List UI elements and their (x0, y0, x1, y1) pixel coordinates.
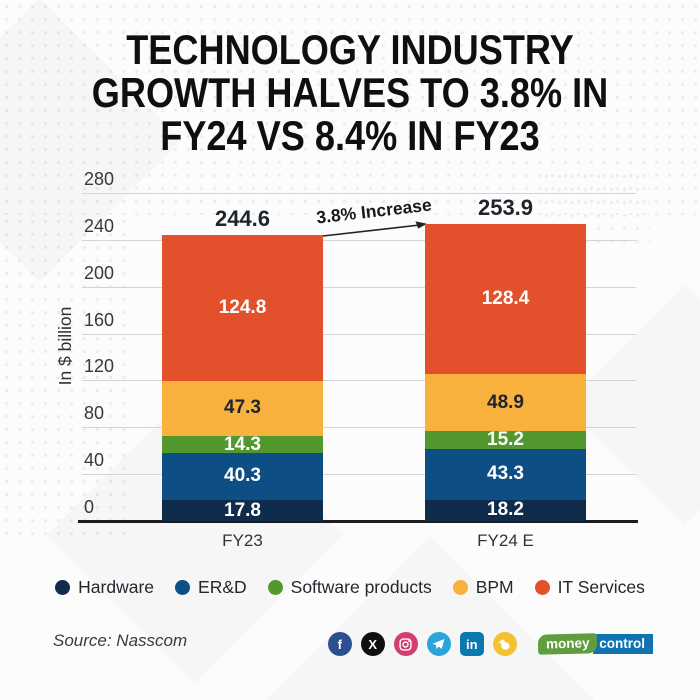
bar-segment-software-products: 15.2 (425, 429, 586, 451)
segment-value-label: 128.4 (481, 287, 530, 309)
gridline-200 (82, 286, 636, 288)
telegram-icon[interactable] (426, 632, 451, 656)
instagram-icon[interactable] (393, 632, 418, 656)
segment-value-label: 14.3 (224, 433, 261, 455)
gridline-240 (82, 239, 636, 241)
y-axis-tick-label: 80 (84, 403, 105, 424)
telegram-glyph (432, 638, 445, 649)
segment-value-label: 18.2 (487, 499, 524, 521)
page-title: TECHNOLOGY INDUSTRY GROWTH HALVES TO 3.8… (49, 28, 651, 157)
y-axis-tick-label: 160 (84, 309, 115, 330)
y-axis-tick-label: 40 (84, 450, 105, 471)
dot-pattern (0, 215, 130, 545)
legend-label: BPM (475, 577, 514, 597)
increase-arrow (322, 221, 427, 237)
moneycontrol-logo-money: money (537, 633, 597, 655)
legend-item-it-services: IT Services (534, 577, 645, 598)
x-axis-category-label: FY24 E (477, 531, 534, 550)
legend-swatch (55, 580, 71, 595)
x-icon[interactable]: X (360, 632, 385, 656)
bar-segment-software-products: 14.3 (162, 433, 323, 455)
instagram-glyph (399, 637, 412, 651)
legend-swatch (534, 580, 550, 595)
gridline-80 (82, 427, 636, 429)
gridline-120 (82, 380, 636, 382)
y-axis-tick-label: 200 (84, 262, 115, 283)
y-axis-tick-label: 240 (84, 215, 115, 236)
y-axis-tick-label: 120 (84, 356, 115, 377)
legend-item-hardware: Hardware (55, 577, 154, 598)
gridline-40 (82, 474, 636, 476)
bar-total-label: 244.6 (214, 205, 271, 231)
social-links: f X in money control (327, 632, 653, 656)
bar-segment-er-d: 40.3 (162, 452, 323, 501)
segment-value-label: 40.3 (224, 465, 261, 487)
legend-item-software-products: Software products (267, 577, 432, 598)
linkedin-glyph: in (465, 636, 478, 652)
legend-label: IT Services (557, 577, 645, 597)
legend-label: ER&D (198, 577, 247, 597)
gridline-160 (82, 333, 636, 335)
bar-segment-hardware: 18.2 (425, 499, 586, 521)
segment-value-label: 17.8 (224, 499, 261, 521)
y-axis-tick-label: 0 (84, 497, 95, 517)
chart-legend: Hardware ER&D Software products BPM IT Servi… (0, 577, 700, 598)
title-line-1: TECHNOLOGY INDUSTRY (126, 26, 574, 73)
moneycontrol-logo-control: control (593, 634, 653, 654)
facebook-icon[interactable]: f (327, 632, 352, 656)
segment-value-label: 15.2 (487, 429, 524, 451)
bar-segment-er-d: 43.3 (425, 449, 586, 500)
legend-swatch (452, 580, 468, 595)
bar-segment-it-services: 128.4 (425, 223, 586, 374)
y-axis-title: In $ billion (55, 306, 75, 386)
segment-value-label: 124.8 (218, 296, 267, 318)
bar-segment-it-services: 124.8 (162, 234, 323, 381)
dot-pattern (0, 0, 700, 215)
bar-segment-bpm: 48.9 (425, 373, 586, 432)
x-axis-category-label: FY23 (222, 531, 263, 550)
legend-label: Hardware (78, 577, 155, 597)
gridline-280 (82, 193, 636, 194)
legend-swatch (267, 580, 283, 595)
linkedin-icon[interactable]: in (459, 632, 484, 656)
koo-icon[interactable] (492, 632, 517, 656)
bar-segment-bpm: 47.3 (162, 380, 323, 437)
legend-swatch (175, 580, 191, 595)
legend-label: Software products (290, 577, 432, 597)
bar-segment-hardware: 17.8 (162, 500, 323, 521)
source-note: Source: Nasscom (53, 631, 188, 650)
facebook-glyph: f (337, 636, 342, 652)
koo-glyph (498, 639, 510, 650)
moneycontrol-logo[interactable]: money control (537, 633, 653, 655)
x-axis-line (78, 519, 638, 523)
y-axis-tick-label: 280 (84, 169, 115, 189)
segment-value-label: 43.3 (487, 463, 524, 485)
x-glyph: X (368, 636, 378, 652)
legend-item-er-d: ER&D (175, 577, 247, 598)
title-line-3: FY24 VS 8.4% IN FY23 (160, 112, 540, 159)
bar-total-label: 253.9 (477, 194, 534, 220)
title-line-2: GROWTH HALVES TO 3.8% IN (91, 69, 609, 116)
segment-value-label: 47.3 (224, 397, 261, 419)
segment-value-label: 48.9 (487, 391, 524, 413)
legend-item-bpm: BPM (452, 577, 514, 598)
